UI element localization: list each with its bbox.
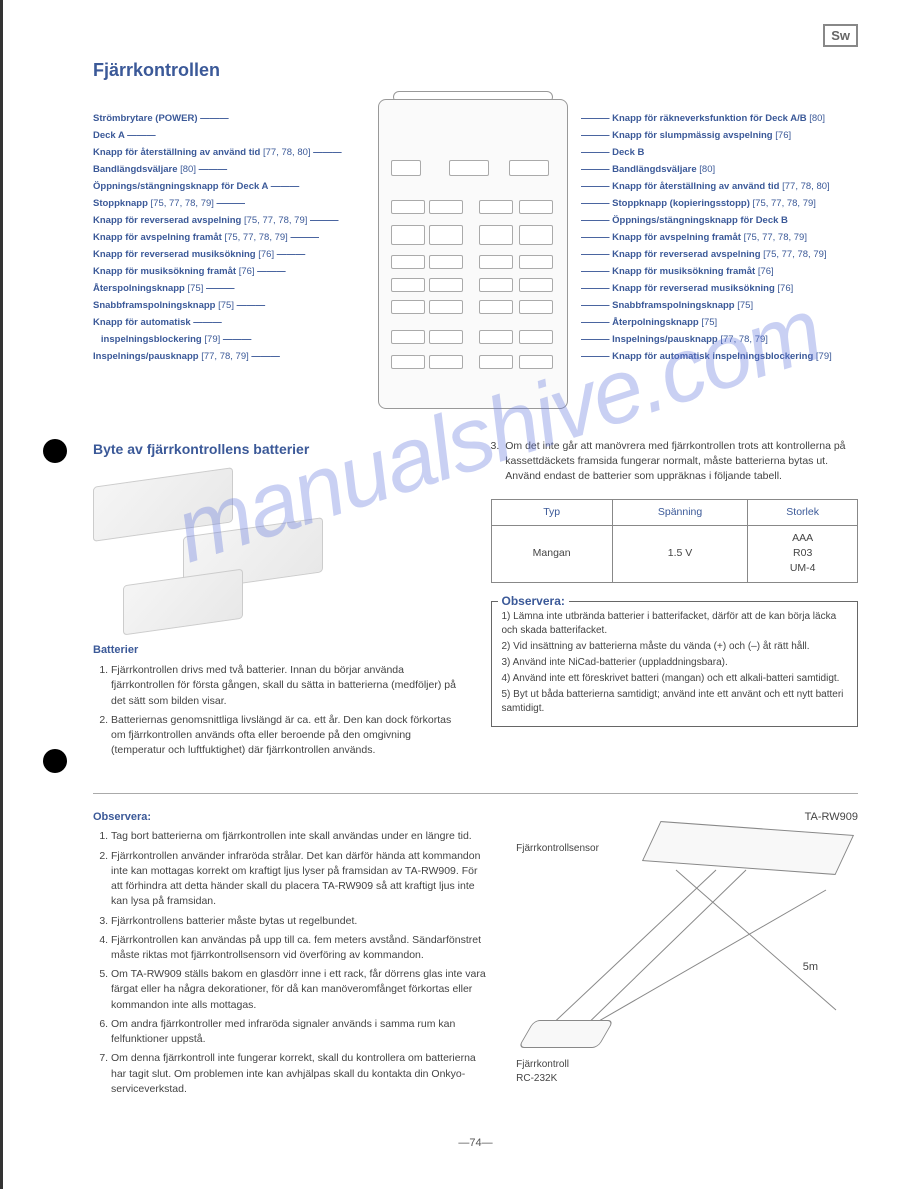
observera2-item: Om TA-RW909 ställs bakom en glasdörr inn… bbox=[111, 967, 486, 1013]
left-label: Strömbrytare (POWER) ——— bbox=[93, 113, 229, 124]
item3-text: Om det inte går att manövrera med fjärrk… bbox=[505, 439, 858, 485]
observera2-list: Tag bort batterierna om fjärrkontrollen … bbox=[93, 829, 486, 1097]
device-range-diagram: TA-RW909 Fjärrkontrollsensor 5m Fjärrkon… bbox=[516, 810, 858, 1090]
remote-model: RC-232K bbox=[516, 1072, 569, 1087]
item3-number: 3. bbox=[491, 439, 500, 485]
right-label: ——— Snabbframspolningsknapp [75] bbox=[581, 300, 753, 311]
table-header: Spänning bbox=[612, 499, 747, 525]
observera2-item: Om denna fjärrkontroll inte fungerar kor… bbox=[111, 1051, 486, 1097]
right-label: ——— Knapp för räkneverksfunktion för Dec… bbox=[581, 113, 825, 124]
language-badge: Sw bbox=[823, 24, 858, 47]
left-label: Återspolningsknapp [75] ——— bbox=[93, 283, 234, 294]
observera2-item: Fjärrkontrollens batterier måste bytas u… bbox=[111, 914, 486, 929]
device-model: TA-RW909 bbox=[805, 810, 858, 826]
table-cell: 1.5 V bbox=[612, 525, 747, 582]
observera-item: 5) Byt ut båda batterierna samtidigt; an… bbox=[502, 688, 848, 716]
remote-label: Fjärrkontroll bbox=[516, 1058, 569, 1073]
battery-section-title: Byte av fjärrkontrollens batterier bbox=[93, 439, 461, 459]
right-label: ——— Knapp för reverserad musiksökning [7… bbox=[581, 283, 793, 294]
left-label: Stoppknapp [75, 77, 78, 79] ——— bbox=[93, 198, 245, 209]
observera2-item: Fjärrkontrollen kan användas på upp till… bbox=[111, 933, 486, 963]
observera-item: 3) Använd inte NiCad-batterier (uppladdn… bbox=[502, 656, 848, 670]
table-cell: AAA R03 UM-4 bbox=[748, 525, 858, 582]
right-label: ——— Öppnings/stängningsknapp för Deck B bbox=[581, 215, 788, 226]
left-label: Knapp för automatisk ——— bbox=[93, 317, 222, 328]
observera2-item: Tag bort batterierna om fjärrkontrollen … bbox=[111, 829, 486, 844]
observera-item: 2) Vid insättning av batterierna måste d… bbox=[502, 640, 848, 654]
observera-item: 4) Använd inte ett föreskrivet batteri (… bbox=[502, 672, 848, 686]
manual-page: Sw Fjärrkontrollen bbox=[0, 0, 918, 1189]
right-label: ——— Deck B bbox=[581, 147, 644, 158]
right-label: ——— Bandlängdsväljare [80] bbox=[581, 164, 715, 175]
right-label: ——— Knapp för återställning av använd ti… bbox=[581, 181, 830, 192]
left-label: Öppnings/stängningsknapp för Deck A ——— bbox=[93, 181, 299, 192]
right-label: ——— Knapp för reverserad avspelning [75,… bbox=[581, 249, 827, 260]
right-label: ——— Knapp för automatisk inspelningsbloc… bbox=[581, 351, 832, 362]
left-label: Deck A ——— bbox=[93, 130, 156, 141]
right-label: ——— Återpolningsknapp [75] bbox=[581, 317, 717, 328]
right-label: ——— Knapp för avspelning framåt [75, 77,… bbox=[581, 232, 807, 243]
remote-diagram: Strömbrytare (POWER) ——— Deck A ——— Knapp … bbox=[93, 99, 858, 419]
distance-label: 5m bbox=[803, 960, 818, 976]
battery-list-item: Fjärrkontrollen drivs med två batterier.… bbox=[111, 663, 461, 709]
left-label: Snabbframspolningsknapp [75] ——— bbox=[93, 300, 265, 311]
observera2-item: Fjärrkontrollen använder infraröda strål… bbox=[111, 849, 486, 910]
left-label: Bandlängdsväljare [80] ——— bbox=[93, 164, 227, 175]
left-label: Knapp för återställning av använd tid [7… bbox=[93, 147, 342, 158]
page-number: —74— bbox=[93, 1137, 858, 1149]
batterier-heading: Batterier bbox=[93, 643, 461, 659]
right-label: ——— Knapp för musiksökning framåt [76] bbox=[581, 266, 774, 277]
battery-table: TypSpänningStorlek Mangan1.5 VAAA R03 UM… bbox=[491, 499, 859, 583]
left-label: inspelningsblockering [79] ——— bbox=[93, 334, 251, 345]
battery-list-item: Batteriernas genomsnittliga livslängd är… bbox=[111, 713, 461, 759]
left-label: Knapp för reverserad avspelning [75, 77,… bbox=[93, 215, 339, 226]
observera-box: Observera: 1) Lämna inte utbrända batter… bbox=[491, 601, 859, 727]
table-cell: Mangan bbox=[491, 525, 612, 582]
section-divider bbox=[93, 793, 858, 794]
sensor-label: Fjärrkontrollsensor bbox=[516, 842, 599, 857]
left-label: Knapp för reverserad musiksökning [76] —… bbox=[93, 249, 305, 260]
left-label: Knapp för musiksökning framåt [76] ——— bbox=[93, 266, 286, 277]
right-label: ——— Stoppknapp (kopieringsstopp) [75, 77… bbox=[581, 198, 816, 209]
left-label: Inspelnings/pausknapp [77, 78, 79] ——— bbox=[93, 351, 280, 362]
left-label: Knapp för avspelning framåt [75, 77, 78,… bbox=[93, 232, 319, 243]
right-label: ——— Inspelnings/pausknapp [77, 78, 79] bbox=[581, 334, 768, 345]
table-header: Typ bbox=[491, 499, 612, 525]
right-label: ——— Knapp för slumpmässig avspelning [76… bbox=[581, 130, 791, 141]
table-header: Storlek bbox=[748, 499, 858, 525]
battery-illustrations bbox=[93, 467, 461, 627]
observera2-title: Observera: bbox=[93, 810, 486, 826]
page-title: Fjärrkontrollen bbox=[93, 60, 858, 81]
battery-list: Fjärrkontrollen drivs med två batterier.… bbox=[93, 663, 461, 758]
observera2-item: Om andra fjärrkontroller med infraröda s… bbox=[111, 1017, 486, 1047]
observera-box-title: Observera: bbox=[498, 593, 569, 610]
observera-item: 1) Lämna inte utbrända batterier i batte… bbox=[502, 610, 848, 638]
